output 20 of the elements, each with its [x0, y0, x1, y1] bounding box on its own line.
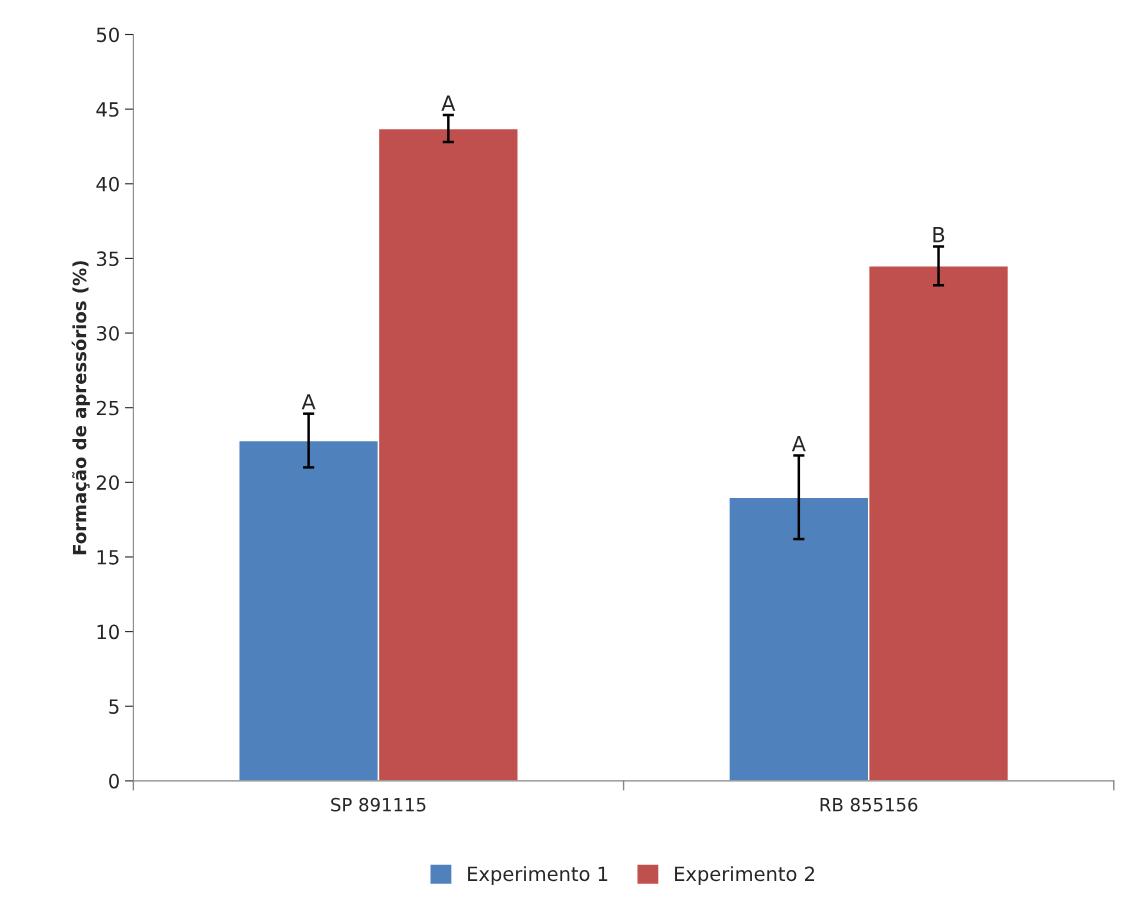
annotation: A	[791, 435, 806, 452]
y-axis-title: Formação de apressórios (%)	[71, 261, 90, 555]
y-tick-label: 30	[96, 326, 119, 341]
y-tick-label: 40	[96, 176, 119, 192]
y-tick-label: 45	[96, 102, 119, 117]
y-tick-label: 0	[109, 773, 119, 789]
x-tick-label: RB 855156	[820, 797, 918, 812]
y-tick-label: 50	[96, 27, 119, 43]
x-tick-label: SP 891115	[331, 797, 426, 812]
y-tick-label: 35	[96, 251, 119, 267]
y-tick-label: 15	[97, 550, 119, 565]
y-tick-label: 5	[109, 699, 119, 714]
y-tick-label: 10	[97, 624, 119, 640]
annotation: A	[441, 95, 456, 111]
y-tick-label: 20	[96, 475, 119, 490]
annotation: A	[301, 394, 316, 410]
legend-label: Experimento 1	[468, 866, 608, 885]
y-tick-label: 25	[96, 400, 119, 416]
annotation: B	[933, 226, 945, 243]
legend-label: Experimento 2	[675, 866, 815, 885]
